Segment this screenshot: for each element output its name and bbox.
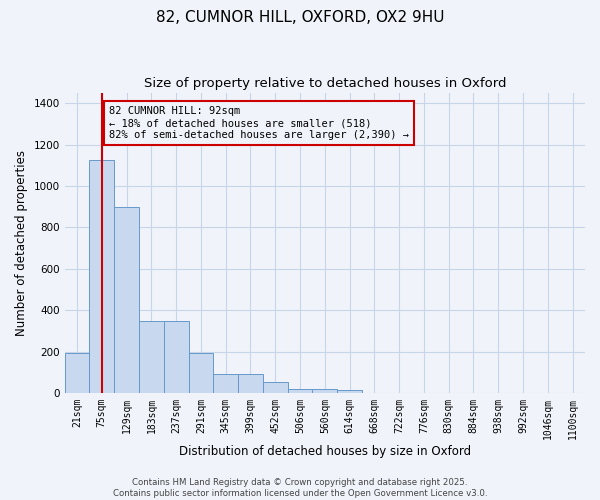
Bar bbox=[89, 160, 114, 393]
Bar bbox=[114, 207, 139, 393]
Bar bbox=[263, 382, 287, 393]
Bar bbox=[287, 389, 313, 393]
Bar bbox=[238, 374, 263, 393]
Bar bbox=[337, 390, 362, 393]
Text: Contains HM Land Registry data © Crown copyright and database right 2025.
Contai: Contains HM Land Registry data © Crown c… bbox=[113, 478, 487, 498]
Bar bbox=[313, 389, 337, 393]
Bar bbox=[164, 320, 188, 393]
Bar bbox=[214, 374, 238, 393]
Bar bbox=[188, 352, 214, 393]
Y-axis label: Number of detached properties: Number of detached properties bbox=[15, 150, 28, 336]
Title: Size of property relative to detached houses in Oxford: Size of property relative to detached ho… bbox=[143, 78, 506, 90]
Bar bbox=[65, 352, 89, 393]
Bar bbox=[139, 320, 164, 393]
X-axis label: Distribution of detached houses by size in Oxford: Distribution of detached houses by size … bbox=[179, 444, 471, 458]
Text: 82, CUMNOR HILL, OXFORD, OX2 9HU: 82, CUMNOR HILL, OXFORD, OX2 9HU bbox=[156, 10, 444, 25]
Text: 82 CUMNOR HILL: 92sqm
← 18% of detached houses are smaller (518)
82% of semi-det: 82 CUMNOR HILL: 92sqm ← 18% of detached … bbox=[109, 106, 409, 140]
